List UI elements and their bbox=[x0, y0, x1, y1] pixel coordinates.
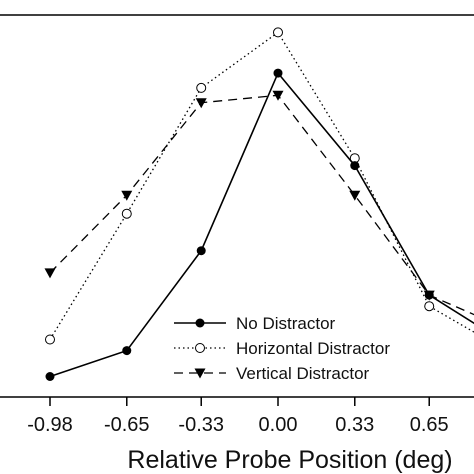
legend-marker-no-distractor bbox=[195, 318, 205, 328]
legend-label-horizontal-distractor: Horizontal Distractor bbox=[236, 339, 390, 358]
legend: No Distractor Horizontal Distractor Vertic… bbox=[174, 314, 390, 383]
data-point-no-distractor bbox=[196, 246, 206, 256]
x-tick-label: 0.00 bbox=[259, 414, 298, 436]
data-point-horizontal-distractor bbox=[45, 334, 55, 345]
data-point-horizontal-distractor bbox=[196, 82, 207, 93]
data-point-horizontal-distractor bbox=[121, 208, 132, 219]
x-tick-label: -0.33 bbox=[178, 414, 224, 436]
data-point-vertical-distractor bbox=[195, 98, 207, 109]
data-point-vertical-distractor bbox=[272, 90, 284, 101]
x-axis-label: Relative Probe Position (deg) bbox=[127, 446, 452, 474]
data-point-horizontal-distractor bbox=[424, 301, 435, 312]
series-layer bbox=[44, 27, 474, 381]
data-point-vertical-distractor bbox=[44, 268, 56, 279]
x-tick-label: 0.33 bbox=[335, 414, 374, 436]
legend-marker-vertical-distractor bbox=[194, 368, 206, 379]
x-tick-label: -0.65 bbox=[104, 414, 150, 436]
series-horizontal-distractor bbox=[45, 27, 474, 345]
data-point-vertical-distractor bbox=[121, 190, 133, 201]
legend-label-no-distractor: No Distractor bbox=[236, 314, 336, 333]
legend-label-vertical-distractor: Vertical Distractor bbox=[236, 364, 370, 383]
x-tick-label: -0.98 bbox=[27, 414, 73, 436]
x-tick-label: 0.65 bbox=[410, 414, 449, 436]
data-point-vertical-distractor bbox=[349, 190, 361, 201]
data-point-no-distractor bbox=[122, 346, 132, 356]
legend-marker-horizontal-distractor bbox=[195, 343, 205, 353]
x-axis-ticks: -0.98 -0.65 -0.33 0.00 0.33 0.65 bbox=[27, 397, 449, 436]
data-point-no-distractor bbox=[350, 161, 360, 171]
series-no-distractor bbox=[45, 68, 474, 381]
data-point-no-distractor bbox=[45, 372, 55, 381]
data-point-no-distractor bbox=[273, 68, 283, 78]
data-point-horizontal-distractor bbox=[273, 27, 283, 38]
data-point-no-distractor bbox=[424, 290, 434, 300]
